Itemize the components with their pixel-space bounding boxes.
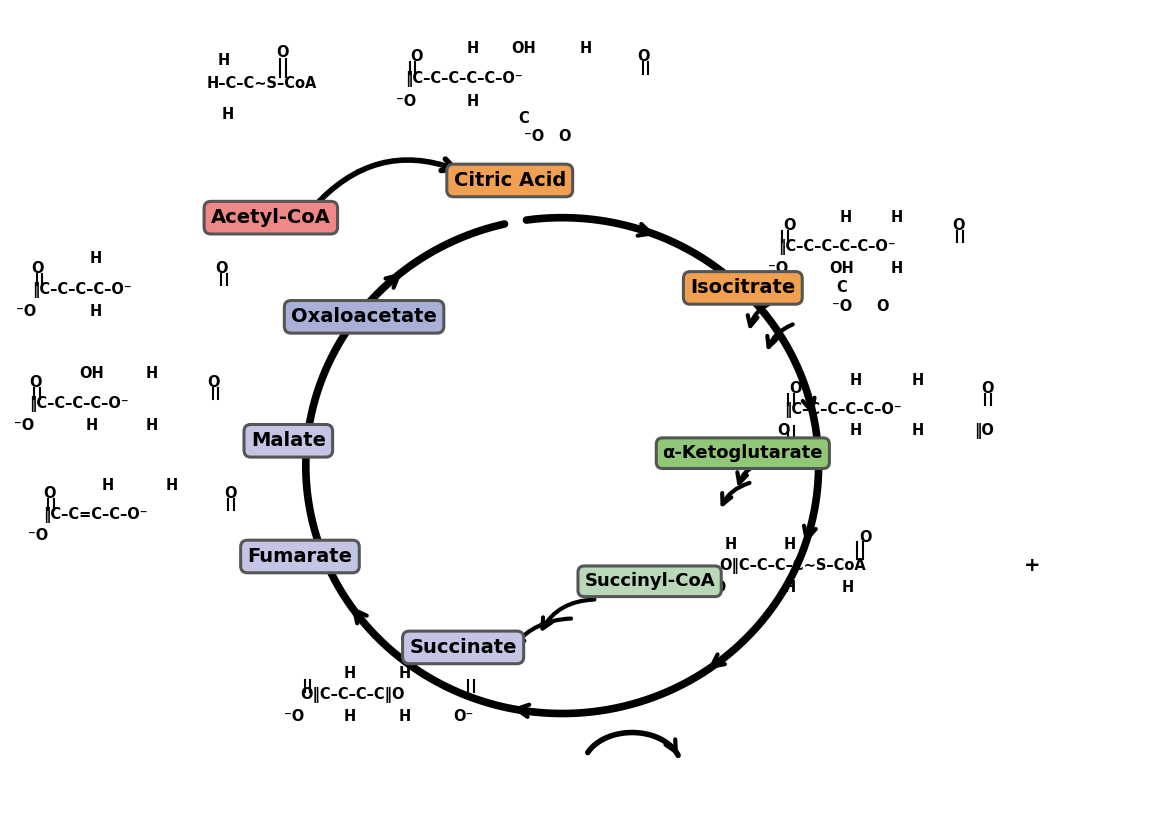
Text: H–C–C∼S–CoA: H–C–C∼S–CoA xyxy=(207,77,317,92)
Text: O⁻: O⁻ xyxy=(453,710,473,725)
Text: O: O xyxy=(783,219,796,234)
Text: ⁻O: ⁻O xyxy=(285,710,304,725)
Text: H: H xyxy=(891,210,903,225)
Text: ‖C–C–C–C–C–O⁻: ‖C–C–C–C–C–O⁻ xyxy=(778,240,896,255)
Text: H: H xyxy=(842,580,854,595)
Text: Fumarate: Fumarate xyxy=(247,547,352,566)
Text: Oxaloacetate: Oxaloacetate xyxy=(292,307,437,326)
Text: O: O xyxy=(860,530,871,545)
Text: O: O xyxy=(43,486,56,501)
Text: H: H xyxy=(399,666,411,681)
Text: ⁻O: ⁻O xyxy=(768,261,789,276)
Text: H: H xyxy=(466,95,479,110)
Text: +: + xyxy=(1023,556,1040,575)
Text: α-Ketoglutarate: α-Ketoglutarate xyxy=(663,444,823,463)
Text: H: H xyxy=(725,537,738,552)
Text: O: O xyxy=(876,299,889,314)
Text: O: O xyxy=(276,45,289,60)
Text: OH: OH xyxy=(512,41,536,56)
Text: O: O xyxy=(778,423,790,438)
Text: H: H xyxy=(911,373,924,388)
Text: O: O xyxy=(410,49,423,64)
Text: H: H xyxy=(344,710,356,725)
Text: H: H xyxy=(165,478,178,493)
Text: H: H xyxy=(399,710,411,725)
Text: H: H xyxy=(783,580,795,595)
Text: ‖C–C=C–C–O⁻: ‖C–C=C–C–O⁻ xyxy=(43,508,148,523)
Text: ⁻O: ⁻O xyxy=(523,129,545,144)
Text: H: H xyxy=(146,365,158,380)
Text: H: H xyxy=(218,53,231,68)
Text: O: O xyxy=(32,261,44,276)
Text: Citric Acid: Citric Acid xyxy=(453,171,566,190)
Text: ⁻O: ⁻O xyxy=(706,580,726,595)
Text: ‖C–C–C–C–C–O⁻: ‖C–C–C–C–C–O⁻ xyxy=(405,71,522,87)
Text: H: H xyxy=(146,418,158,433)
Text: Malate: Malate xyxy=(251,431,326,450)
Text: ⁻O: ⁻O xyxy=(396,95,416,110)
Text: ⁻O: ⁻O xyxy=(28,528,48,543)
Text: H: H xyxy=(850,373,862,388)
Text: ‖C–C–C–C–O⁻: ‖C–C–C–C–O⁻ xyxy=(32,282,131,299)
Text: H: H xyxy=(344,666,356,681)
Text: C: C xyxy=(519,111,529,126)
Text: Acetyl-CoA: Acetyl-CoA xyxy=(211,208,330,227)
Text: ‖C–C–C–C–O⁻: ‖C–C–C–C–O⁻ xyxy=(29,396,129,413)
Text: O‖C–C–C–C‖O: O‖C–C–C–C‖O xyxy=(300,687,404,703)
Text: ‖C–C–C–C–C–O⁻: ‖C–C–C–C–C–O⁻ xyxy=(783,402,902,418)
Text: H: H xyxy=(90,251,102,266)
Text: ⁻O: ⁻O xyxy=(831,299,852,314)
Text: H: H xyxy=(911,423,924,438)
Text: H: H xyxy=(783,537,795,552)
Text: H: H xyxy=(466,41,479,56)
Text: H: H xyxy=(840,210,851,225)
Text: H: H xyxy=(85,418,97,433)
Text: H: H xyxy=(891,261,903,276)
Text: O: O xyxy=(207,375,220,390)
Text: O: O xyxy=(559,129,570,144)
Text: ‖O: ‖O xyxy=(974,423,994,438)
Text: Succinyl-CoA: Succinyl-CoA xyxy=(584,572,715,590)
Text: ⁻O: ⁻O xyxy=(14,418,34,433)
Text: O: O xyxy=(952,219,965,234)
Text: H: H xyxy=(221,106,234,121)
Text: O: O xyxy=(981,381,994,396)
Text: O: O xyxy=(789,381,801,396)
Text: O: O xyxy=(637,49,650,64)
Text: O‖C–C–C–C∼S–CoA: O‖C–C–C–C∼S–CoA xyxy=(719,557,867,573)
Text: H: H xyxy=(850,423,862,438)
Text: H: H xyxy=(102,478,114,493)
Text: H: H xyxy=(90,304,102,319)
Text: O: O xyxy=(224,486,237,501)
Text: C: C xyxy=(836,280,848,295)
Text: OH: OH xyxy=(78,365,104,380)
Text: H: H xyxy=(580,41,591,56)
Text: Isocitrate: Isocitrate xyxy=(690,279,795,297)
Text: O: O xyxy=(29,375,42,390)
Text: Succinate: Succinate xyxy=(410,638,516,657)
Text: ⁻O: ⁻O xyxy=(16,304,36,319)
Text: O: O xyxy=(215,261,228,276)
Text: OH: OH xyxy=(829,261,855,276)
